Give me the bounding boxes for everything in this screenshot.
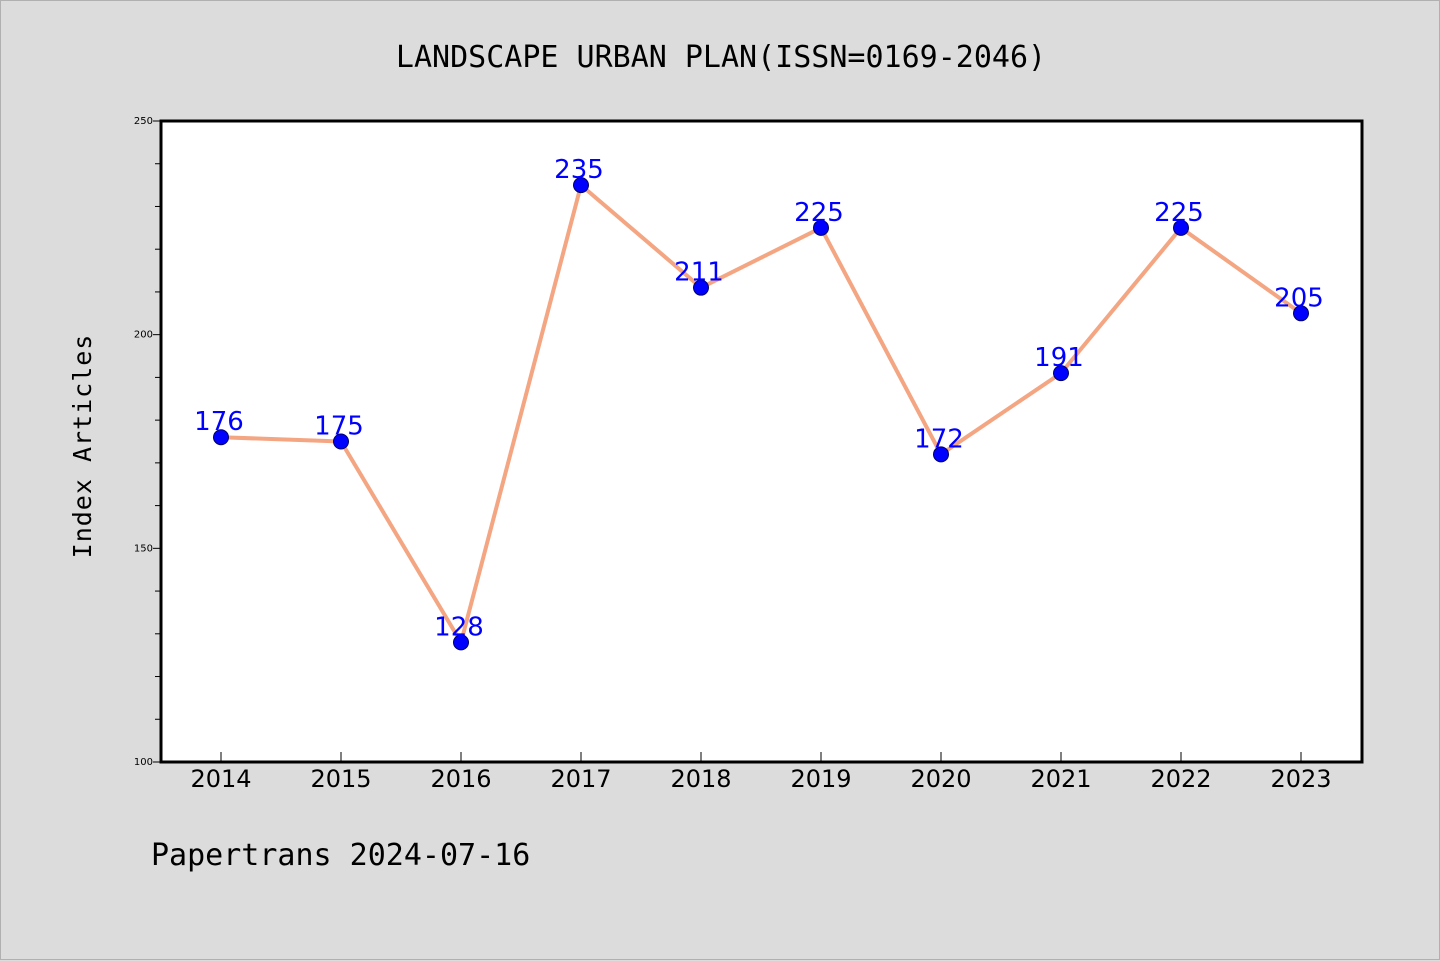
data-point bbox=[813, 219, 829, 236]
data-point bbox=[573, 177, 589, 194]
data-label: 211 bbox=[674, 258, 724, 288]
y-minor-ticks bbox=[155, 163, 161, 720]
data-label: 205 bbox=[1274, 283, 1324, 313]
x-ticks: 2014 2015 2016 2017 2018 2019 2020 2021 2022 2023 bbox=[190, 752, 1332, 793]
data-labels-group: 176 175 128 235 211 225 172 191 225 205 bbox=[194, 155, 1324, 642]
x-tick-label: 2014 bbox=[190, 765, 251, 793]
x-tick-label: 2021 bbox=[1030, 765, 1091, 793]
series-line bbox=[220, 183, 1303, 645]
y-tick-label: 200 bbox=[134, 330, 153, 341]
data-label: 191 bbox=[1034, 343, 1084, 373]
x-tick-label: 2018 bbox=[670, 765, 731, 793]
data-label: 225 bbox=[794, 198, 844, 228]
x-tick-label: 2016 bbox=[430, 765, 491, 793]
data-point bbox=[933, 446, 949, 463]
x-tick-label: 2017 bbox=[550, 765, 611, 793]
data-point bbox=[453, 634, 469, 651]
x-tick-label: 2019 bbox=[790, 765, 851, 793]
x-tick-label: 2020 bbox=[910, 765, 971, 793]
y-tick-label: 250 bbox=[134, 116, 153, 127]
data-label: 175 bbox=[314, 412, 364, 442]
data-point bbox=[333, 433, 349, 450]
y-tick-label: 150 bbox=[134, 543, 153, 554]
x-tick-label: 2022 bbox=[1150, 765, 1211, 793]
data-point bbox=[693, 279, 709, 296]
data-point bbox=[1173, 219, 1189, 236]
data-label: 172 bbox=[914, 424, 964, 454]
x-tick-label: 2015 bbox=[310, 765, 371, 793]
footer-text: Papertrans 2024-07-16 bbox=[151, 838, 530, 873]
y-axis-label: Index Articles bbox=[68, 334, 97, 559]
y-tick-label: 100 bbox=[134, 757, 153, 768]
data-point bbox=[213, 429, 229, 446]
data-label: 235 bbox=[554, 155, 604, 185]
plot-area bbox=[159, 119, 1364, 764]
x-tick-label: 2023 bbox=[1270, 765, 1331, 793]
data-point bbox=[1053, 365, 1069, 382]
data-label: 176 bbox=[194, 407, 244, 437]
data-label: 128 bbox=[434, 612, 484, 642]
data-point bbox=[1293, 305, 1309, 322]
chart-title: LANDSCAPE URBAN PLAN(ISSN=0169-2046) bbox=[396, 40, 1046, 75]
y-ticks: 100 150 200 250 bbox=[134, 116, 161, 768]
data-label: 225 bbox=[1154, 198, 1204, 228]
series-group bbox=[213, 177, 1309, 651]
